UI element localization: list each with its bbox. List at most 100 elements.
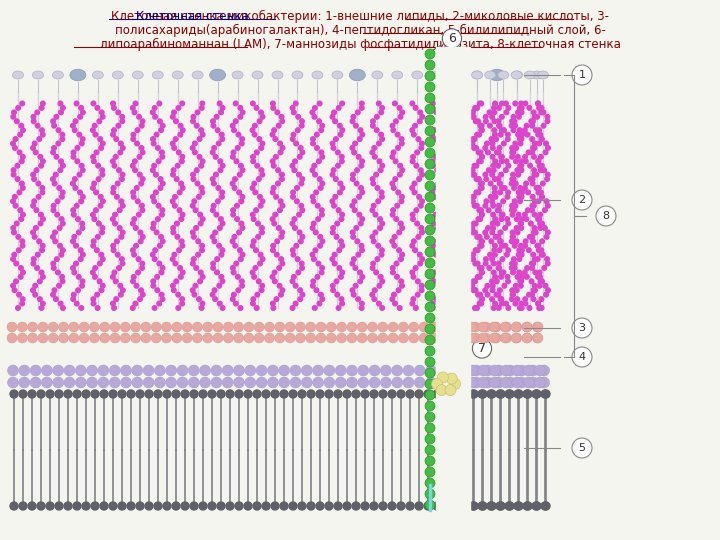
- Circle shape: [505, 137, 510, 141]
- Circle shape: [496, 119, 501, 124]
- Circle shape: [425, 456, 435, 466]
- Circle shape: [92, 217, 96, 221]
- Circle shape: [40, 274, 45, 279]
- Circle shape: [539, 106, 544, 110]
- Circle shape: [245, 365, 256, 376]
- Circle shape: [505, 132, 510, 137]
- Circle shape: [449, 379, 461, 389]
- Circle shape: [493, 159, 498, 164]
- Ellipse shape: [152, 71, 163, 79]
- Circle shape: [73, 244, 78, 248]
- Circle shape: [19, 502, 27, 510]
- Circle shape: [251, 297, 256, 301]
- Circle shape: [21, 270, 25, 275]
- Circle shape: [326, 333, 336, 343]
- Circle shape: [76, 377, 86, 388]
- Circle shape: [492, 190, 497, 195]
- Circle shape: [231, 208, 235, 212]
- Circle shape: [273, 212, 277, 217]
- Circle shape: [524, 124, 529, 128]
- Circle shape: [35, 168, 39, 172]
- Circle shape: [480, 154, 484, 159]
- Circle shape: [179, 217, 184, 221]
- Circle shape: [360, 159, 364, 164]
- Circle shape: [479, 128, 484, 132]
- Circle shape: [419, 146, 423, 150]
- Circle shape: [11, 141, 15, 146]
- Circle shape: [485, 292, 490, 297]
- Circle shape: [433, 194, 438, 199]
- Circle shape: [290, 306, 295, 310]
- Circle shape: [154, 365, 166, 376]
- Circle shape: [233, 377, 245, 388]
- Circle shape: [199, 221, 203, 226]
- Circle shape: [200, 101, 204, 106]
- Circle shape: [432, 137, 437, 141]
- Circle shape: [52, 124, 56, 128]
- Circle shape: [217, 390, 225, 398]
- Circle shape: [353, 266, 358, 271]
- Circle shape: [179, 124, 183, 128]
- Circle shape: [160, 212, 164, 217]
- Circle shape: [94, 208, 98, 212]
- Circle shape: [259, 146, 264, 150]
- Circle shape: [10, 502, 18, 510]
- Circle shape: [319, 128, 323, 132]
- Circle shape: [96, 177, 101, 181]
- Circle shape: [497, 306, 501, 310]
- Circle shape: [430, 274, 434, 279]
- Circle shape: [16, 106, 20, 110]
- Circle shape: [320, 154, 325, 159]
- Circle shape: [130, 306, 135, 310]
- Circle shape: [71, 124, 75, 128]
- Circle shape: [534, 128, 538, 132]
- Circle shape: [531, 154, 536, 159]
- Circle shape: [220, 306, 225, 310]
- Circle shape: [343, 390, 351, 398]
- Circle shape: [199, 377, 211, 388]
- Circle shape: [531, 297, 536, 301]
- Circle shape: [539, 164, 544, 168]
- Circle shape: [220, 106, 225, 110]
- Circle shape: [474, 132, 480, 137]
- Circle shape: [513, 181, 518, 186]
- Circle shape: [436, 124, 441, 128]
- Circle shape: [474, 190, 479, 195]
- Circle shape: [425, 148, 435, 158]
- Circle shape: [17, 292, 22, 297]
- Circle shape: [519, 194, 524, 199]
- Circle shape: [398, 114, 402, 119]
- Circle shape: [488, 502, 496, 510]
- Circle shape: [64, 377, 75, 388]
- Circle shape: [514, 502, 522, 510]
- Circle shape: [99, 110, 104, 114]
- Circle shape: [192, 234, 196, 239]
- Circle shape: [503, 244, 508, 248]
- Circle shape: [460, 322, 470, 332]
- Circle shape: [131, 279, 135, 284]
- Circle shape: [79, 164, 84, 168]
- Circle shape: [60, 164, 66, 168]
- Circle shape: [177, 377, 188, 388]
- Circle shape: [511, 128, 516, 132]
- Text: 2: 2: [578, 195, 585, 205]
- Circle shape: [140, 119, 145, 124]
- Circle shape: [492, 301, 498, 306]
- Circle shape: [414, 208, 418, 212]
- Circle shape: [529, 279, 534, 284]
- Ellipse shape: [432, 71, 443, 79]
- Circle shape: [392, 186, 396, 190]
- Circle shape: [398, 221, 403, 226]
- Circle shape: [400, 110, 405, 114]
- Circle shape: [500, 159, 504, 164]
- Circle shape: [217, 502, 225, 510]
- Circle shape: [490, 146, 495, 150]
- Circle shape: [233, 333, 243, 343]
- Circle shape: [37, 502, 45, 510]
- Circle shape: [413, 106, 418, 110]
- Circle shape: [540, 239, 544, 244]
- Circle shape: [81, 137, 85, 141]
- Circle shape: [536, 274, 540, 279]
- Circle shape: [470, 114, 474, 119]
- Circle shape: [537, 106, 541, 110]
